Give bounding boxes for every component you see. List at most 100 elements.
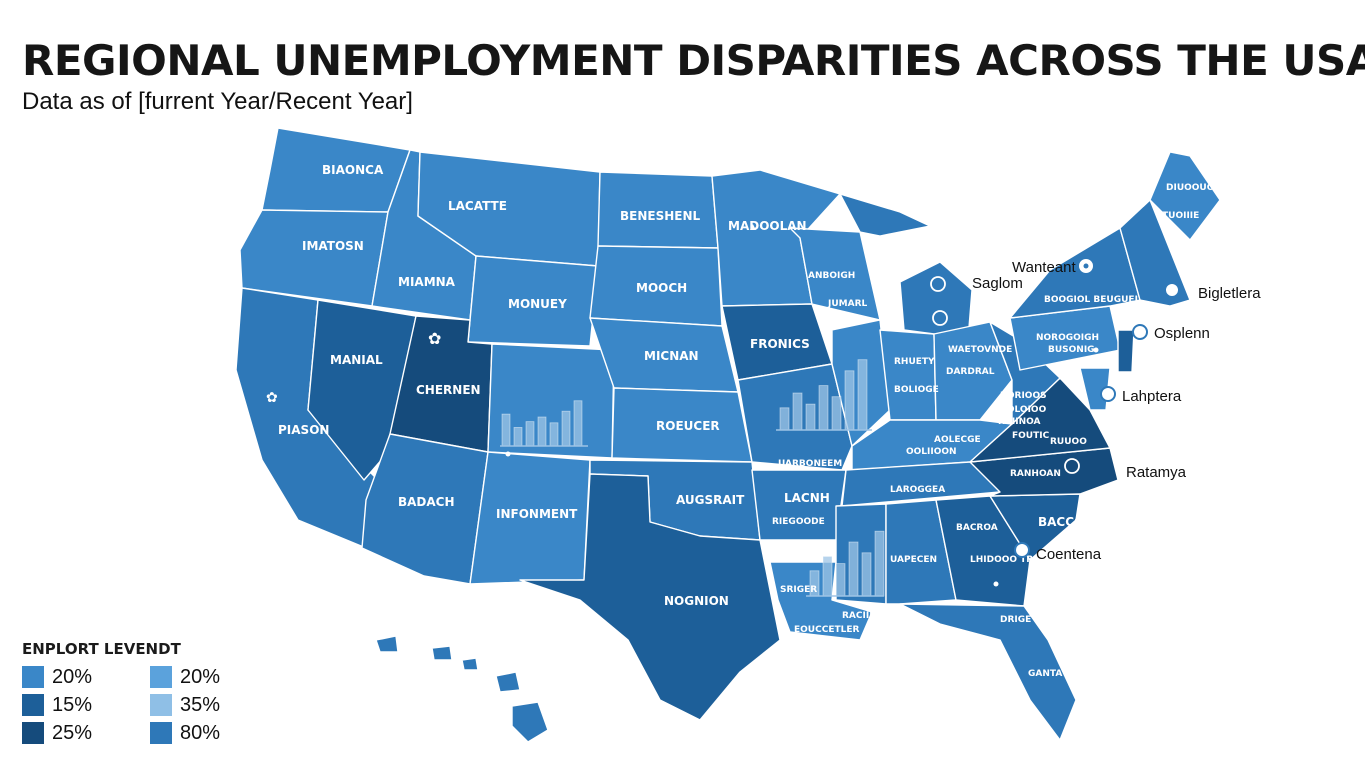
- page-subtitle: Data as of [furrent Year/Recent Year]: [22, 88, 413, 115]
- bar-inset-2-bar: [857, 359, 868, 431]
- bar-inset-1-bar: [513, 427, 523, 447]
- state-shape-ohio: [933, 321, 1013, 421]
- bar-inset-2-bar: [792, 392, 803, 431]
- state-label: CHERNEN: [416, 383, 481, 397]
- state-label: MONUEY: [508, 297, 567, 311]
- callout-marker[interactable]: [1064, 458, 1080, 474]
- legend-grid: 20% 20% 15% 35% 25% 80%: [22, 666, 282, 744]
- callout-marker[interactable]: [932, 310, 948, 326]
- state-label: UARBONEEM: [778, 459, 842, 469]
- state-shape-new-jersey: [1117, 329, 1135, 373]
- legend-label: 20%: [52, 665, 93, 688]
- bar-inset-2-bar: [831, 396, 842, 431]
- state-shape-indiana: [879, 329, 937, 421]
- legend-swatch: [22, 722, 44, 744]
- legend-item: 20%: [150, 666, 270, 688]
- state-label: BIAONCA: [322, 163, 384, 177]
- state-label: GANTA: [1028, 669, 1062, 679]
- callout-marker[interactable]: [1100, 386, 1116, 402]
- state-label: TUOIIIE: [1162, 211, 1199, 221]
- state-shape-wisconsin: [789, 227, 881, 321]
- state-label: NOROGOIGH: [1036, 333, 1099, 343]
- bar-inset-2-bar: [779, 407, 790, 431]
- legend-label: 80%: [180, 721, 221, 744]
- flower-icon: ✿: [428, 331, 441, 348]
- state-shape-michigan-upper: [839, 193, 931, 237]
- state-label: BUSONIG: [1048, 345, 1095, 355]
- state-label: RHUETY: [894, 357, 935, 367]
- legend-item: 20%: [22, 666, 150, 688]
- callout-label: Bigletlera: [1198, 285, 1261, 302]
- state-label: FOUTIC: [1012, 431, 1050, 441]
- state-label: PIASON: [278, 423, 329, 437]
- legend-title: ENPLORT LEVENDT: [22, 640, 181, 658]
- callout-marker[interactable]: [1132, 324, 1148, 340]
- state-shape-hawaii-2: [431, 645, 453, 661]
- state-shapes: [235, 127, 1221, 743]
- state-label: WAETOVNDE: [948, 345, 1012, 355]
- callout-label: Wanteant: [1012, 259, 1076, 276]
- legend-item: 35%: [150, 694, 270, 716]
- legend-item: 80%: [150, 722, 270, 744]
- bar-inset-3-bar: [861, 552, 872, 597]
- callout-label: Ratamya: [1126, 464, 1187, 481]
- bar-inset-2-bar: [818, 385, 829, 431]
- state-shape-texas: [519, 473, 781, 721]
- state-label: DRIGE: [1000, 615, 1031, 625]
- state-label: ROEUCER: [656, 419, 720, 433]
- state-label: EOUCCETLER: [794, 625, 859, 635]
- bar-inset-3-bar: [835, 563, 846, 597]
- state-shape-arkansas: [751, 469, 847, 541]
- state-shape-hawaii-3: [461, 657, 479, 671]
- map-markers: ✿ ✿ ▲: [266, 222, 1099, 587]
- state-label: MANIAL: [330, 353, 383, 367]
- state-label: MADOOLAN: [728, 219, 807, 233]
- page-title: REGIONAL UNEMPLOYMENT DISPARITIES ACROSS…: [22, 36, 1365, 85]
- legend: ENPLORT LEVENDT 20% 20% 15% 35% 25% 80%: [22, 640, 282, 744]
- bar-inset-1-bar: [501, 413, 511, 447]
- state-shape-oregon: [239, 209, 389, 307]
- state-label: BADACH: [398, 495, 455, 509]
- dot-marker: [505, 451, 511, 457]
- state-shape-alabama: [885, 499, 957, 605]
- state-label: BOLIOGE: [894, 385, 939, 395]
- callout-marker-dot: [1083, 263, 1089, 269]
- state-label: RUUOO: [1050, 437, 1087, 447]
- state-label: LACNH: [784, 491, 830, 505]
- state-label: LHIDOOO TROTOIMA: [970, 555, 1074, 565]
- legend-swatch: [22, 666, 44, 688]
- state-label: RANHOAN: [1010, 469, 1061, 479]
- state-shape-hawaii-1: [375, 635, 399, 653]
- state-shape-florida: [899, 603, 1077, 741]
- legend-swatch: [22, 694, 44, 716]
- state-label: JUMARL: [827, 299, 868, 309]
- state-label: ANBOIGH: [808, 271, 855, 281]
- callout-marker[interactable]: [1164, 282, 1180, 298]
- dot-marker: [993, 581, 999, 587]
- state-label: MIAMNA: [398, 275, 456, 289]
- state-label: BOOGIOL BEUGUEL: [1044, 295, 1141, 305]
- state-shape-maine: [1149, 151, 1221, 241]
- callout-label: Saglom: [972, 275, 1023, 292]
- callout-marker[interactable]: [1014, 542, 1030, 558]
- state-shape-new-england: [1119, 199, 1191, 307]
- bar-inset-1-bar: [573, 400, 583, 447]
- state-label: UAPECEN: [890, 555, 937, 565]
- state-label: RACIIE: [842, 611, 875, 621]
- bar-inset-1-bar: [549, 422, 559, 447]
- state-label: MICNAN: [644, 349, 699, 363]
- callout-marker[interactable]: [930, 276, 946, 292]
- state-labels: BIAONCA IMATOSN LACATTE MIAMNA PIASON MA…: [278, 163, 1215, 679]
- state-label: LACATTE: [448, 199, 507, 213]
- state-label: OOLIIOON: [906, 447, 957, 457]
- state-label: AOLECGE: [934, 435, 981, 445]
- state-label: SRIGER: [780, 585, 817, 595]
- bar-inset-2-bar: [805, 403, 816, 431]
- bar-inset-3: [806, 530, 885, 597]
- bar-inset-2: [776, 359, 872, 431]
- state-label: DIUOOUO: [1166, 183, 1215, 193]
- legend-swatch: [150, 722, 172, 744]
- bar-inset-1: [500, 400, 588, 447]
- state-label: BOLOIOO: [1000, 405, 1047, 415]
